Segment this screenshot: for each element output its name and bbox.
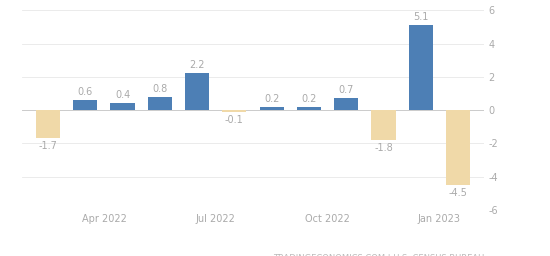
Text: -1.7: -1.7 xyxy=(39,141,58,151)
Text: 0.2: 0.2 xyxy=(264,94,279,104)
Text: 0.8: 0.8 xyxy=(152,84,168,94)
Text: 0.4: 0.4 xyxy=(115,90,130,100)
Text: 0.7: 0.7 xyxy=(338,86,354,95)
Text: 0.2: 0.2 xyxy=(301,94,317,104)
Bar xyxy=(371,110,395,140)
Bar xyxy=(409,25,433,110)
Bar xyxy=(334,99,358,110)
Text: -1.8: -1.8 xyxy=(374,143,393,153)
Bar xyxy=(36,110,60,138)
Bar xyxy=(297,107,321,110)
Text: -0.1: -0.1 xyxy=(225,115,244,125)
Bar xyxy=(148,97,172,110)
Bar xyxy=(260,107,284,110)
Text: 5.1: 5.1 xyxy=(413,12,428,22)
Text: TRADINGECONOMICS.COM | U.S. CENSUS BUREAU: TRADINGECONOMICS.COM | U.S. CENSUS BUREA… xyxy=(273,254,484,256)
Bar xyxy=(446,110,470,185)
Bar xyxy=(185,73,209,110)
Bar xyxy=(222,110,246,112)
Bar xyxy=(73,100,97,110)
Text: -4.5: -4.5 xyxy=(448,188,467,198)
Bar xyxy=(111,103,135,110)
Text: 2.2: 2.2 xyxy=(189,60,205,70)
Text: 0.6: 0.6 xyxy=(78,87,93,97)
